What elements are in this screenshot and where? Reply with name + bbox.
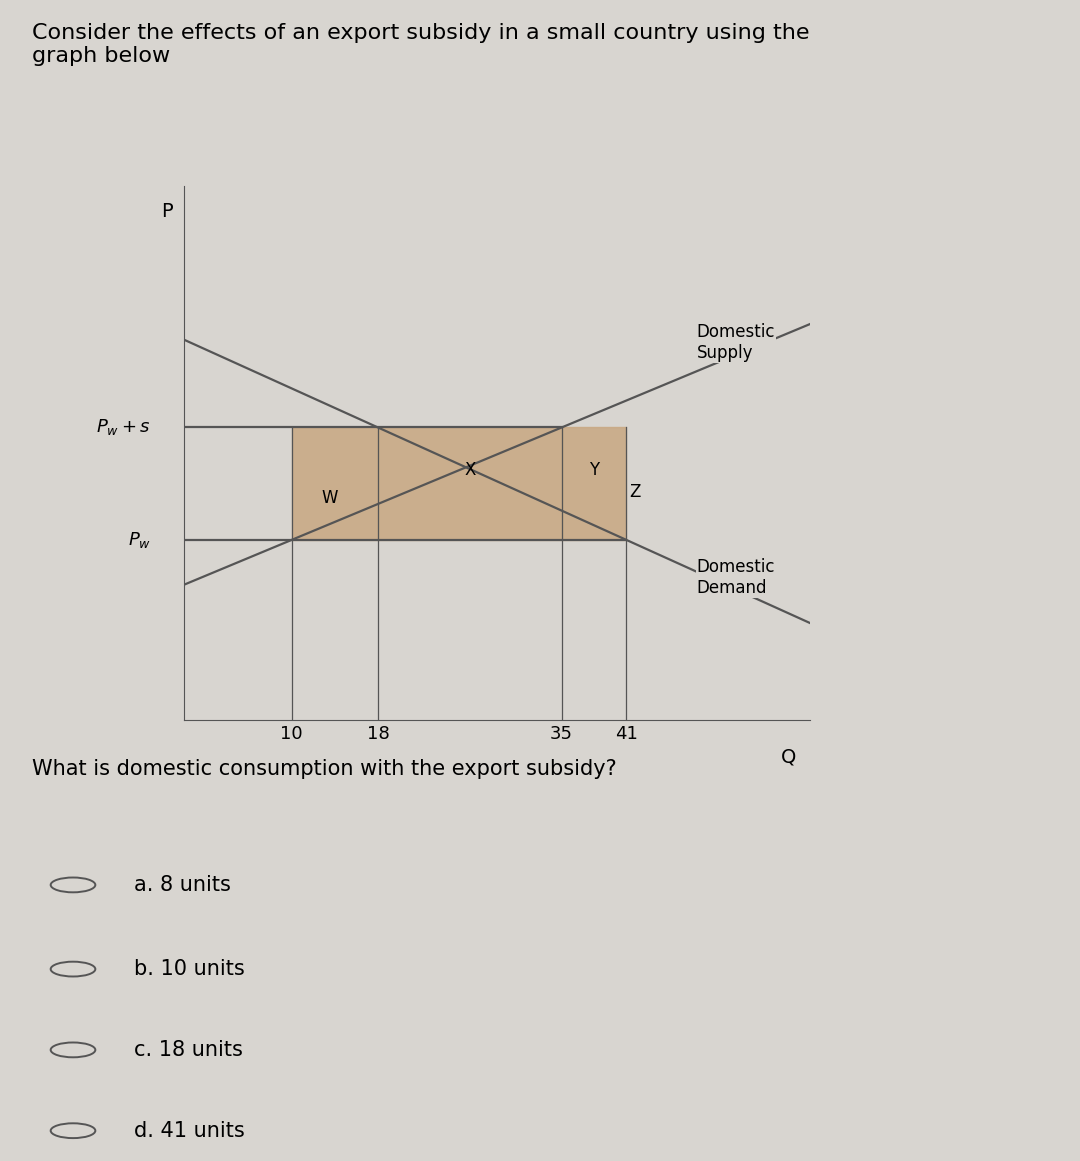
Text: Domestic
Supply: Domestic Supply [697, 324, 775, 362]
Text: P: P [162, 202, 173, 221]
Text: $P_w$: $P_w$ [129, 529, 151, 550]
Text: Z: Z [630, 483, 640, 502]
Text: a. 8 units: a. 8 units [134, 875, 231, 895]
Text: X: X [464, 461, 475, 478]
Text: What is domestic consumption with the export subsidy?: What is domestic consumption with the ex… [32, 758, 617, 779]
Text: $P_w + s$: $P_w + s$ [96, 418, 151, 438]
Text: Y: Y [589, 461, 599, 478]
Text: d. 41 units: d. 41 units [134, 1120, 245, 1141]
Text: W: W [321, 489, 338, 506]
Text: c. 18 units: c. 18 units [134, 1040, 243, 1060]
Text: Domestic
Demand: Domestic Demand [697, 558, 775, 597]
Text: Consider the effects of an export subsidy in a small country using the
graph bel: Consider the effects of an export subsid… [32, 23, 810, 66]
Text: b. 10 units: b. 10 units [134, 959, 245, 979]
Text: Q: Q [781, 748, 796, 767]
